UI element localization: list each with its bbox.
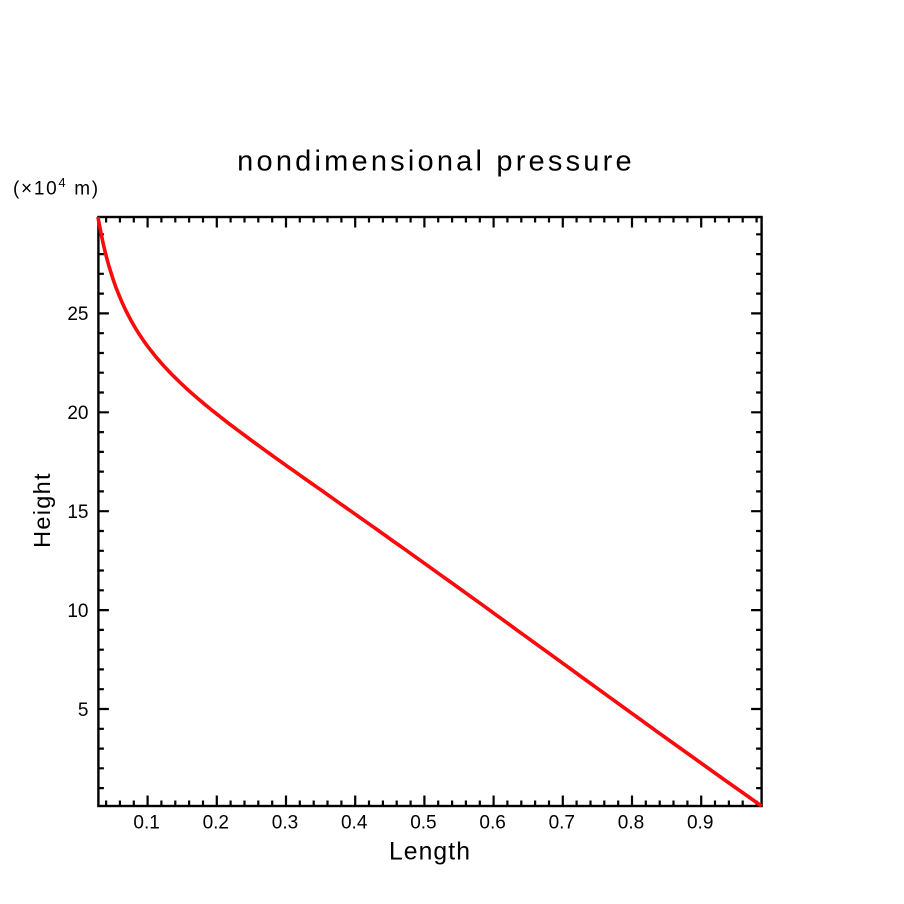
svg-text:10: 10 — [67, 601, 88, 622]
svg-text:0.2: 0.2 — [203, 813, 229, 834]
svg-text:Length: Length — [389, 839, 471, 866]
svg-text:5: 5 — [78, 700, 89, 721]
svg-text:15: 15 — [67, 502, 88, 523]
svg-text:0.4: 0.4 — [341, 813, 368, 834]
svg-text:0.8: 0.8 — [618, 813, 644, 834]
svg-text:25: 25 — [67, 304, 88, 325]
svg-text:Height: Height — [29, 472, 55, 548]
svg-text:0.5: 0.5 — [410, 813, 436, 834]
svg-text:0.3: 0.3 — [272, 813, 298, 834]
svg-text:(×104 m): (×104 m) — [13, 175, 100, 200]
svg-text:0.1: 0.1 — [133, 813, 159, 834]
svg-text:nondimensional pressure: nondimensional pressure — [237, 146, 635, 178]
svg-text:20: 20 — [67, 403, 88, 424]
svg-text:0.6: 0.6 — [479, 813, 505, 834]
svg-text:0.7: 0.7 — [549, 813, 575, 834]
svg-text:0.9: 0.9 — [687, 813, 713, 834]
